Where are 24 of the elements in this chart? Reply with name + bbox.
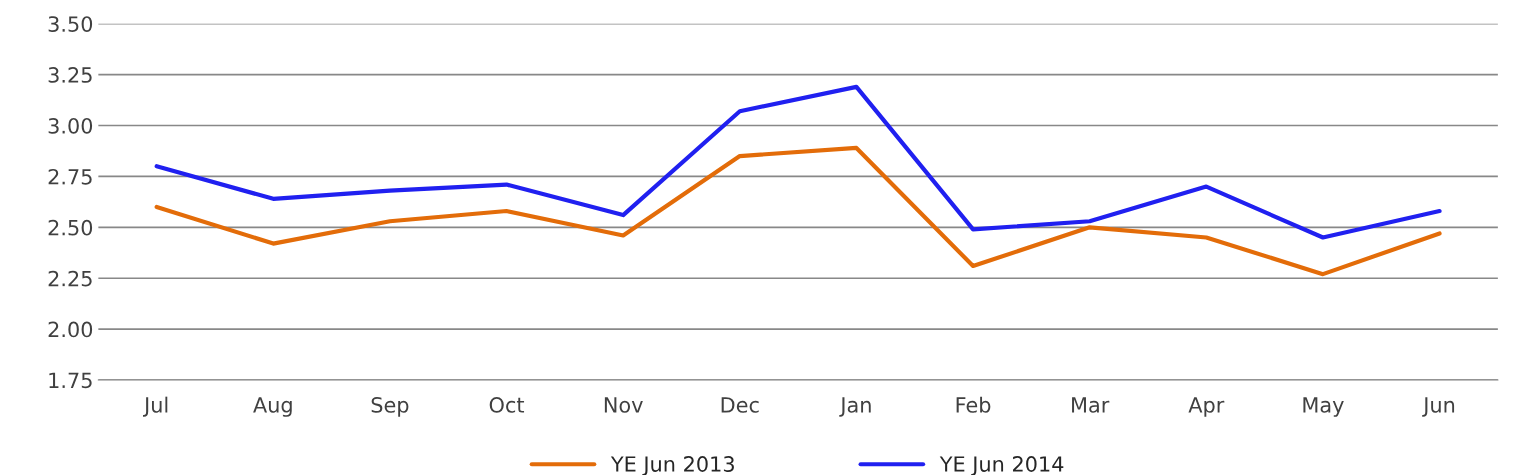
y-tick-label: 3.50: [48, 16, 93, 32]
x-tick-label: Dec: [721, 397, 759, 413]
y-tick-label: 2.75: [48, 168, 92, 185]
y-tick-label: 1.75: [49, 372, 92, 389]
x-tick-label: Aug: [253, 397, 292, 417]
line-series: [154, 84, 1442, 240]
x-tick-label: Nov: [604, 397, 643, 413]
x-tick-label: Oct: [489, 397, 525, 413]
y-tick-label: 2.50: [48, 219, 93, 236]
y-tick-label: 3.25: [48, 67, 92, 83]
x-tick-label: Apr: [1188, 397, 1225, 417]
x-tick-label: Jun: [1422, 397, 1455, 417]
legend-label: YE Jun 2014: [939, 456, 1064, 475]
x-tick-label: May: [1303, 397, 1344, 417]
legend-label: YE Jun 2013: [610, 456, 734, 475]
x-tick-label: Feb: [956, 396, 991, 413]
y-tick-label: 2.25: [48, 270, 92, 287]
x-tick-label: Jul: [143, 396, 168, 417]
line-series: [154, 145, 1442, 277]
x-tick-label: Jan: [839, 397, 871, 417]
y-tick-label: 2.00: [48, 321, 93, 338]
x-tick-label: Sep: [371, 397, 409, 417]
x-tick-label: Mar: [1072, 397, 1110, 413]
y-tick-label: 3.00: [48, 117, 93, 134]
